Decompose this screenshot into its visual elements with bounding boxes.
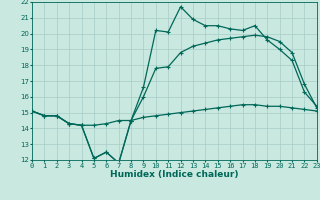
X-axis label: Humidex (Indice chaleur): Humidex (Indice chaleur) [110,170,239,179]
